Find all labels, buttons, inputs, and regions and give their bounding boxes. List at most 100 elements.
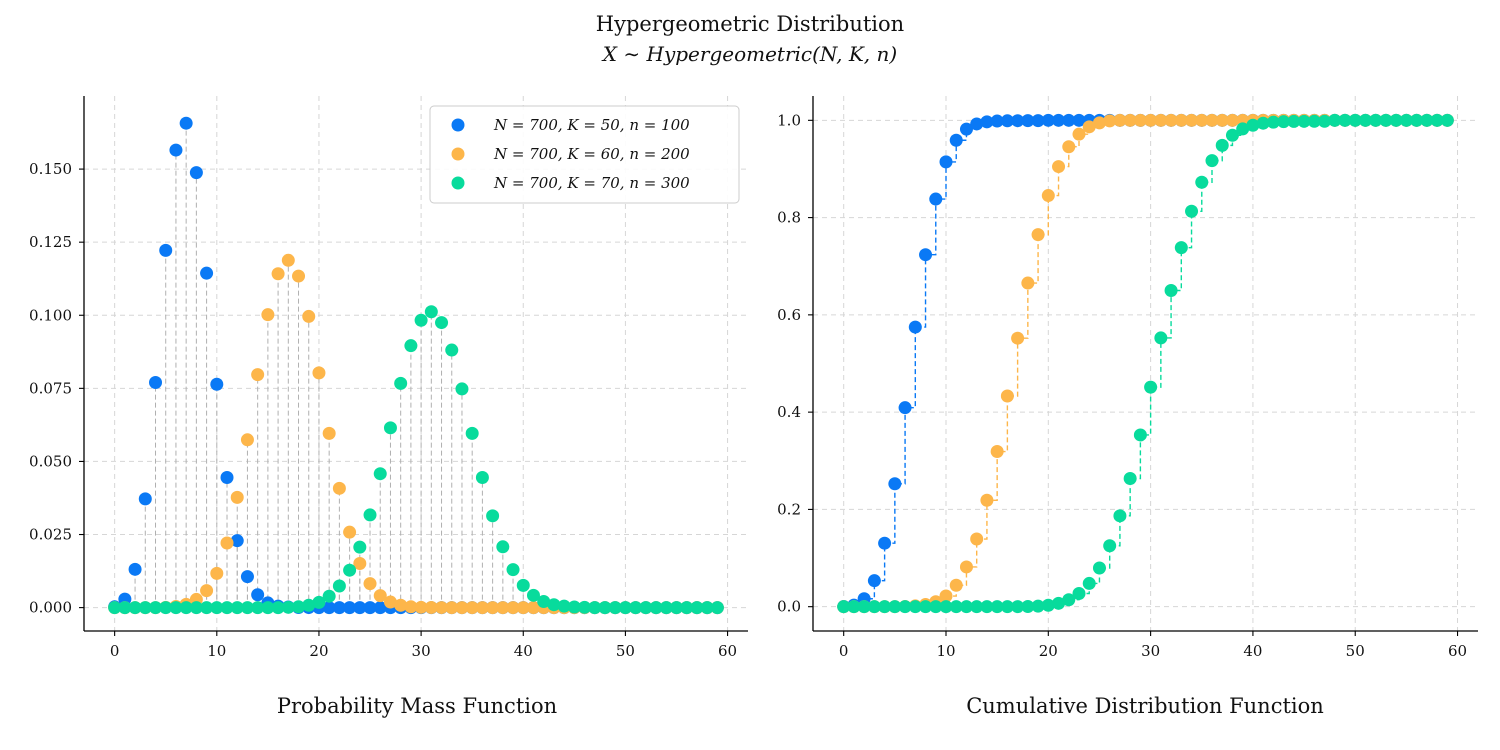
pmf-x-tick-label: 60 xyxy=(718,642,737,660)
cdf-point-s3 xyxy=(1123,472,1137,486)
pmf-xlabel: Probability Mass Function xyxy=(277,694,557,718)
cdf-point-s3 xyxy=(888,600,902,614)
cdf-x-tick-label: 0 xyxy=(839,642,849,660)
cdf-point-s2 xyxy=(1195,113,1209,127)
pmf-point-s3 xyxy=(210,601,224,615)
pmf-point-s3 xyxy=(465,426,479,440)
pmf-point-s1 xyxy=(189,166,203,180)
cdf-point-s1 xyxy=(939,155,953,169)
pmf-point-s1 xyxy=(363,601,377,615)
pmf-point-s1 xyxy=(322,601,336,615)
cdf-point-s2 xyxy=(1011,331,1025,345)
cdf-x-tick-label: 30 xyxy=(1141,642,1160,660)
pmf-point-s3 xyxy=(578,600,592,614)
cdf-point-s2 xyxy=(1000,389,1014,403)
cdf-point-s2 xyxy=(1133,113,1147,127)
pmf-point-s2 xyxy=(281,253,295,267)
cdf-point-s2 xyxy=(1215,113,1229,127)
cdf-point-s3 xyxy=(1369,113,1383,127)
pmf-point-s1 xyxy=(230,534,244,548)
cdf-point-s2 xyxy=(970,532,984,546)
cdf-point-s3 xyxy=(939,600,953,614)
pmf-point-s2 xyxy=(353,556,367,570)
pmf-point-s3 xyxy=(394,376,408,390)
pmf-point-s3 xyxy=(322,589,336,603)
pmf-point-s1 xyxy=(332,601,346,615)
pmf-point-s1 xyxy=(251,588,265,602)
pmf-point-s3 xyxy=(435,316,449,330)
cdf-x-tick-label: 20 xyxy=(1039,642,1058,660)
pmf-point-s2 xyxy=(261,308,275,322)
pmf-point-s3 xyxy=(353,540,367,554)
pmf-point-s3 xyxy=(455,382,469,396)
cdf-point-s3 xyxy=(980,600,994,614)
cdf-point-s2 xyxy=(1185,113,1199,127)
cdf-y-tick-label: 0.8 xyxy=(777,209,801,227)
pmf-point-s2 xyxy=(302,309,316,323)
pmf-x-tick-label: 20 xyxy=(309,642,328,660)
cdf-point-s1 xyxy=(929,192,943,206)
cdf-point-s2 xyxy=(1123,113,1137,127)
cdf-point-s1 xyxy=(1021,114,1035,128)
pmf-y-tick-label: 0.075 xyxy=(29,379,72,397)
pmf-point-s2 xyxy=(322,426,336,440)
cdf-point-s3 xyxy=(1164,283,1178,297)
pmf-point-s3 xyxy=(363,508,377,522)
pmf-point-s3 xyxy=(343,563,357,577)
pmf-point-s2 xyxy=(516,601,530,615)
legend-marker-2 xyxy=(451,147,465,161)
cdf-point-s2 xyxy=(1021,276,1035,290)
pmf-point-s1 xyxy=(210,377,224,391)
cdf-point-s3 xyxy=(1133,428,1147,442)
cdf-point-s3 xyxy=(1052,596,1066,610)
pmf-point-s2 xyxy=(455,601,469,615)
pmf-point-s3 xyxy=(179,601,193,615)
cdf-point-s3 xyxy=(1215,138,1229,152)
pmf-point-s2 xyxy=(343,525,357,539)
pmf-point-s3 xyxy=(292,600,306,614)
pmf-point-s3 xyxy=(230,601,244,615)
pmf-point-s3 xyxy=(159,601,173,615)
cdf-point-s3 xyxy=(1000,600,1014,614)
pmf-point-s2 xyxy=(271,267,285,281)
cdf-point-s3 xyxy=(1041,598,1055,612)
cdf-point-s1 xyxy=(908,320,922,334)
cdf-point-s2 xyxy=(1164,113,1178,127)
cdf-point-s1 xyxy=(1052,113,1066,127)
cdf-point-s2 xyxy=(1205,113,1219,127)
pmf-panel: 0 10 20 30 40 50 60 0.000 0.025 0.050 0.075 0.100 0.… xyxy=(29,96,748,660)
pmf-point-s3 xyxy=(649,601,663,615)
cdf-point-s3 xyxy=(1318,114,1332,128)
cdf-point-s2 xyxy=(959,560,973,574)
pmf-point-s2 xyxy=(240,433,254,447)
cdf-point-s1 xyxy=(1041,113,1055,127)
cdf-point-s3 xyxy=(1011,600,1025,614)
pmf-point-s3 xyxy=(404,339,418,353)
pmf-point-s3 xyxy=(281,600,295,614)
pmf-point-s2 xyxy=(496,601,510,615)
cdf-point-s3 xyxy=(1430,113,1444,127)
cdf-point-s3 xyxy=(1031,599,1045,613)
cdf-point-s3 xyxy=(1399,113,1413,127)
cdf-point-s3 xyxy=(1072,587,1086,601)
cdf-point-s3 xyxy=(857,600,871,614)
cdf-point-s1 xyxy=(959,122,973,136)
pmf-point-s1 xyxy=(220,471,234,485)
pmf-point-s3 xyxy=(373,467,387,481)
cdf-point-s2 xyxy=(1144,113,1158,127)
pmf-point-s3 xyxy=(486,509,500,523)
cdf-point-s2 xyxy=(939,589,953,603)
cdf-point-s1 xyxy=(878,536,892,550)
cdf-x-tick-label: 60 xyxy=(1448,642,1467,660)
cdf-point-s1 xyxy=(1011,114,1025,128)
cdf-point-s2 xyxy=(990,445,1004,459)
pmf-point-s3 xyxy=(496,540,510,554)
pmf-y-tick-label: 0.125 xyxy=(29,233,72,251)
pmf-point-s3 xyxy=(312,595,326,609)
pmf-point-s2 xyxy=(475,601,489,615)
pmf-point-s3 xyxy=(700,601,714,615)
pmf-y-tick-label: 0.025 xyxy=(29,526,72,544)
cdf-point-s1 xyxy=(990,114,1004,128)
cdf-point-s3 xyxy=(1144,380,1158,394)
cdf-point-s3 xyxy=(949,600,963,614)
